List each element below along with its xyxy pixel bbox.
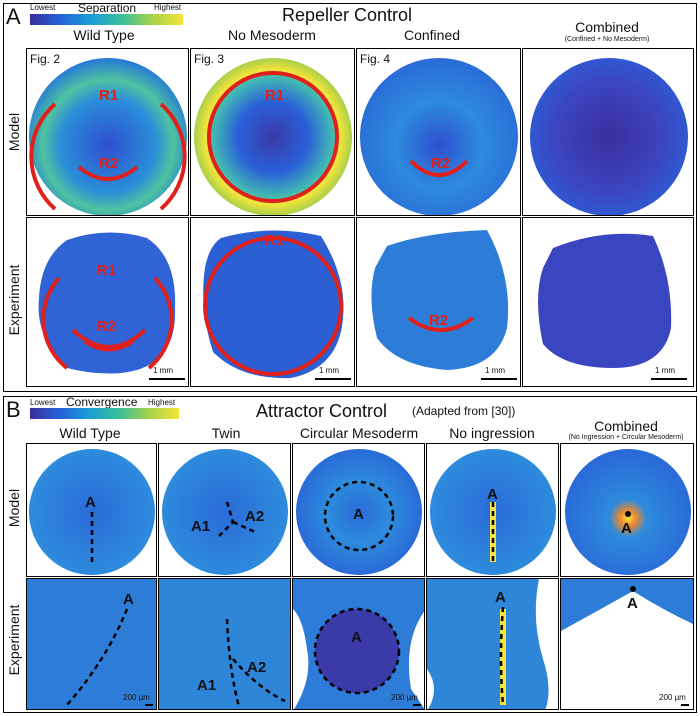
scale-bar <box>145 704 153 706</box>
col-b-no-ingression: No ingression <box>449 425 535 441</box>
fig3-label: Fig. 3 <box>194 52 225 66</box>
b-model-circular-mesoderm: A <box>292 443 425 577</box>
b-model-twin: A1 A2 <box>158 443 291 577</box>
attractor-label: A <box>351 629 362 646</box>
attractor-label: A <box>627 595 638 612</box>
r1-label: R1 <box>265 232 285 249</box>
b-experiment-twin: A1 A2 <box>158 578 291 710</box>
b-experiment-wild-type: A 200 µm <box>26 578 157 710</box>
attractor-label: A <box>353 506 364 523</box>
col-a-combined-sub: (Confined + No Mesoderm) <box>564 36 650 43</box>
fig2-label: Fig. 2 <box>30 52 61 66</box>
scale-label: 200 µm <box>123 693 150 702</box>
colorbar-a-title: Separation <box>78 1 137 15</box>
b-model-no-ingression: A <box>426 443 559 577</box>
colorbar-a <box>30 14 183 25</box>
scale-bar <box>481 378 517 380</box>
scale-bar <box>651 378 687 380</box>
scale-label: 200 µm <box>391 693 418 702</box>
colorbar-b-high: Highest <box>148 398 176 407</box>
a-model-wild-type: Fig. 2 R1 R2 <box>26 48 189 216</box>
r1-label: R1 <box>265 87 285 104</box>
colorbar-b-title: Convergence <box>66 395 138 409</box>
col-b-combined-sub: (No Ingression + Circular Mesoderm) <box>568 434 684 441</box>
attractor-a1-label: A1 <box>191 518 211 535</box>
b-model-wild-type: A <box>26 443 157 577</box>
a-experiment-combined: 1 mm <box>522 217 694 387</box>
scale-label: 1 mm <box>655 366 675 375</box>
fig4-label: Fig. 4 <box>360 52 391 66</box>
a-model-confined: Fig. 4 R2 <box>356 48 521 216</box>
panel-a-letter: A <box>6 4 21 29</box>
scale-label: 200 µm <box>659 693 686 702</box>
a-model-combined <box>522 48 694 216</box>
a-experiment-wild-type: R1 R2 1 mm <box>26 217 189 387</box>
panel-b-frame <box>3 396 697 713</box>
scale-label: 1 mm <box>319 366 339 375</box>
col-a-wild-type: Wild Type <box>73 27 135 43</box>
col-b-combined: Combined <box>594 418 658 434</box>
a-experiment-no-mesoderm: R1 1 mm <box>190 217 355 387</box>
scale-label: 1 mm <box>485 366 505 375</box>
scale-bar <box>681 704 689 706</box>
col-b-circular-mesoderm: Circular Mesoderm <box>299 425 419 441</box>
panel-b-title: Attractor Control <box>256 401 388 421</box>
a-experiment-confined: R2 1 mm <box>356 217 521 387</box>
col-a-combined: Combined <box>575 19 639 35</box>
scale-bar <box>413 704 421 706</box>
row-a-model: Model <box>6 112 22 152</box>
r1-label: R1 <box>97 262 117 279</box>
row-b-model: Model <box>6 488 22 528</box>
panel-a-frame <box>3 3 697 392</box>
b-experiment-combined: A 200 µm <box>560 578 694 710</box>
b-model-combined: A <box>560 443 694 577</box>
r2-label: R2 <box>429 312 449 329</box>
scale-label: 1 mm <box>153 366 173 375</box>
colorbar-a-high: Highest <box>154 3 182 12</box>
a-model-no-mesoderm: Fig. 3 R1 <box>190 48 355 216</box>
colorbar-b-low: Lowest <box>30 398 56 407</box>
panel-b-letter: B <box>6 397 21 422</box>
r1-label: R1 <box>99 87 119 104</box>
panel-b-title-note: (Adapted from [30]) <box>412 404 516 418</box>
colorbar-b <box>30 408 179 419</box>
col-a-no-mesoderm: No Mesoderm <box>228 27 316 43</box>
r2-label: R2 <box>431 155 451 172</box>
row-b-experiment: Experiment <box>6 604 22 676</box>
row-a-experiment: Experiment <box>6 264 22 336</box>
panel-a-title: Repeller Control <box>282 5 413 25</box>
b-experiment-circular-mesoderm: A 200 µm <box>292 578 425 710</box>
b-experiment-no-ingression: A <box>426 578 559 710</box>
col-b-wild-type: Wild Type <box>59 425 121 441</box>
colorbar-a-low: Lowest <box>30 3 56 12</box>
scale-bar <box>315 378 351 380</box>
attractor-label: A <box>85 494 96 511</box>
r2-label: R2 <box>97 318 117 335</box>
attractor-label: A <box>495 589 506 606</box>
col-b-twin: Twin <box>211 425 241 441</box>
attractor-a2-label: A2 <box>247 659 267 676</box>
attractor-a2-label: A2 <box>245 508 265 525</box>
scale-bar <box>149 378 185 380</box>
attractor-label: A <box>621 520 632 537</box>
attractor-label: A <box>487 486 498 503</box>
attractor-a1-label: A1 <box>197 677 217 694</box>
r2-label: R2 <box>99 155 119 172</box>
col-a-confined: Confined <box>403 27 461 43</box>
attractor-label: A <box>123 591 134 608</box>
